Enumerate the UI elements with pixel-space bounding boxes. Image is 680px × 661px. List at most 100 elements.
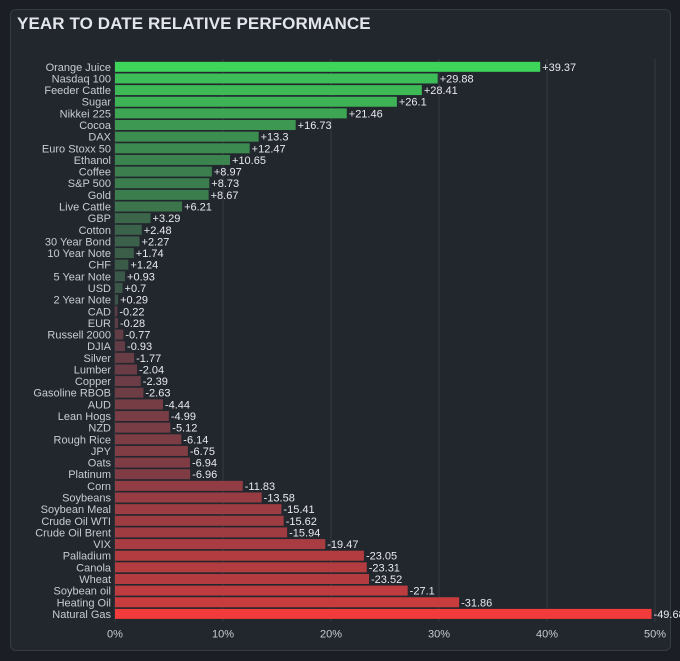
bar xyxy=(115,271,126,282)
data-label: +16.73 xyxy=(298,120,332,132)
category-label: DJIA xyxy=(87,341,112,353)
category-label: Oats xyxy=(88,458,112,470)
data-label: -15.62 xyxy=(286,516,317,528)
data-label: +6.21 xyxy=(184,202,212,214)
category-label: Nikkei 225 xyxy=(60,108,111,120)
category-label: USD xyxy=(88,283,111,295)
category-label: Silver xyxy=(83,353,111,365)
category-label: 30 Year Bond xyxy=(45,236,111,248)
data-label: +21.46 xyxy=(349,108,383,120)
bar xyxy=(115,434,182,445)
category-label: AUD xyxy=(88,399,111,411)
data-label: +28.41 xyxy=(424,85,458,97)
data-label: -6.14 xyxy=(183,434,208,446)
data-label: -2.04 xyxy=(139,364,164,376)
category-label: Lean Hogs xyxy=(58,411,112,423)
data-label: -11.83 xyxy=(245,481,275,493)
data-label: +1.74 xyxy=(136,248,164,260)
data-label: -31.86 xyxy=(461,597,492,609)
data-label: -6.94 xyxy=(192,458,217,470)
data-label: -4.44 xyxy=(165,399,190,411)
data-label: +0.93 xyxy=(127,271,155,283)
bar xyxy=(115,515,284,526)
bar xyxy=(115,539,326,550)
category-label: Euro Stoxx 50 xyxy=(42,143,111,155)
bar xyxy=(115,154,231,165)
category-label: Gasoline RBOB xyxy=(33,388,111,400)
category-label: Lumber xyxy=(74,364,112,376)
bar xyxy=(115,236,140,247)
category-label: Cocoa xyxy=(79,120,112,132)
category-label: Canola xyxy=(76,562,112,574)
data-label: +13.3 xyxy=(261,132,289,144)
data-label: -2.39 xyxy=(143,376,168,388)
data-label: -5.12 xyxy=(172,423,197,435)
bar xyxy=(115,387,144,398)
bar xyxy=(115,213,151,224)
data-label: +0.7 xyxy=(125,283,147,295)
bar xyxy=(115,224,142,235)
category-label: Live Cattle xyxy=(59,202,111,214)
data-label: -15.41 xyxy=(283,504,314,516)
data-label: -49.68 xyxy=(654,609,680,621)
bar xyxy=(115,364,138,375)
bar xyxy=(115,492,262,503)
bar xyxy=(115,143,250,154)
category-label: Heating Oil xyxy=(57,597,111,609)
data-label: -2.63 xyxy=(145,388,170,400)
bar xyxy=(115,131,259,142)
bar xyxy=(115,399,163,410)
bar xyxy=(115,550,364,561)
category-label: Soybeans xyxy=(62,493,111,505)
x-tick-label: 10% xyxy=(212,629,234,641)
data-label: -6.96 xyxy=(192,469,217,481)
category-label: EUR xyxy=(88,318,111,330)
bar xyxy=(115,445,188,456)
bar xyxy=(115,166,212,177)
category-label: Copper xyxy=(75,376,111,388)
bar xyxy=(115,108,347,119)
category-label: Soybean oil xyxy=(54,586,112,598)
bar xyxy=(115,306,118,317)
bar xyxy=(115,61,541,72)
category-label: Crude Oil WTI xyxy=(41,516,111,528)
bar xyxy=(115,562,367,573)
data-label: -0.77 xyxy=(125,330,150,342)
bar xyxy=(115,96,397,107)
category-label: Orange Juice xyxy=(46,62,111,74)
category-label: S&P 500 xyxy=(68,178,111,190)
category-label: Platinum xyxy=(68,469,111,481)
data-label: +1.24 xyxy=(130,260,158,272)
category-label: Rough Rice xyxy=(54,434,111,446)
bar xyxy=(115,120,296,131)
data-label: -27.1 xyxy=(410,586,435,598)
bar xyxy=(115,597,460,608)
data-label: +29.88 xyxy=(440,73,474,85)
data-label: +8.67 xyxy=(211,190,239,202)
category-label: Russell 2000 xyxy=(47,330,111,342)
category-label: Coffee xyxy=(79,167,111,179)
bar xyxy=(115,352,135,363)
data-label: +2.48 xyxy=(144,225,172,237)
data-label: -19.47 xyxy=(327,539,358,551)
bar xyxy=(115,248,134,259)
bar xyxy=(115,469,191,480)
category-label: 10 Year Note xyxy=(47,248,111,260)
category-label: Corn xyxy=(87,481,111,493)
bar xyxy=(115,85,422,96)
category-label: VIX xyxy=(93,539,111,551)
data-label: -15.94 xyxy=(289,527,320,539)
bar xyxy=(115,585,408,596)
data-label: -13.58 xyxy=(264,493,295,505)
data-label: +8.73 xyxy=(211,178,239,190)
category-label: 5 Year Note xyxy=(54,271,112,283)
x-tick-label: 20% xyxy=(320,629,342,641)
bar xyxy=(115,201,183,212)
x-tick-label: 40% xyxy=(536,629,558,641)
data-label: -23.31 xyxy=(369,562,400,574)
category-label: Crude Oil Brent xyxy=(35,527,111,539)
bar xyxy=(115,259,129,270)
data-label: +12.47 xyxy=(252,143,286,155)
bar xyxy=(115,480,243,491)
bar xyxy=(115,573,370,584)
